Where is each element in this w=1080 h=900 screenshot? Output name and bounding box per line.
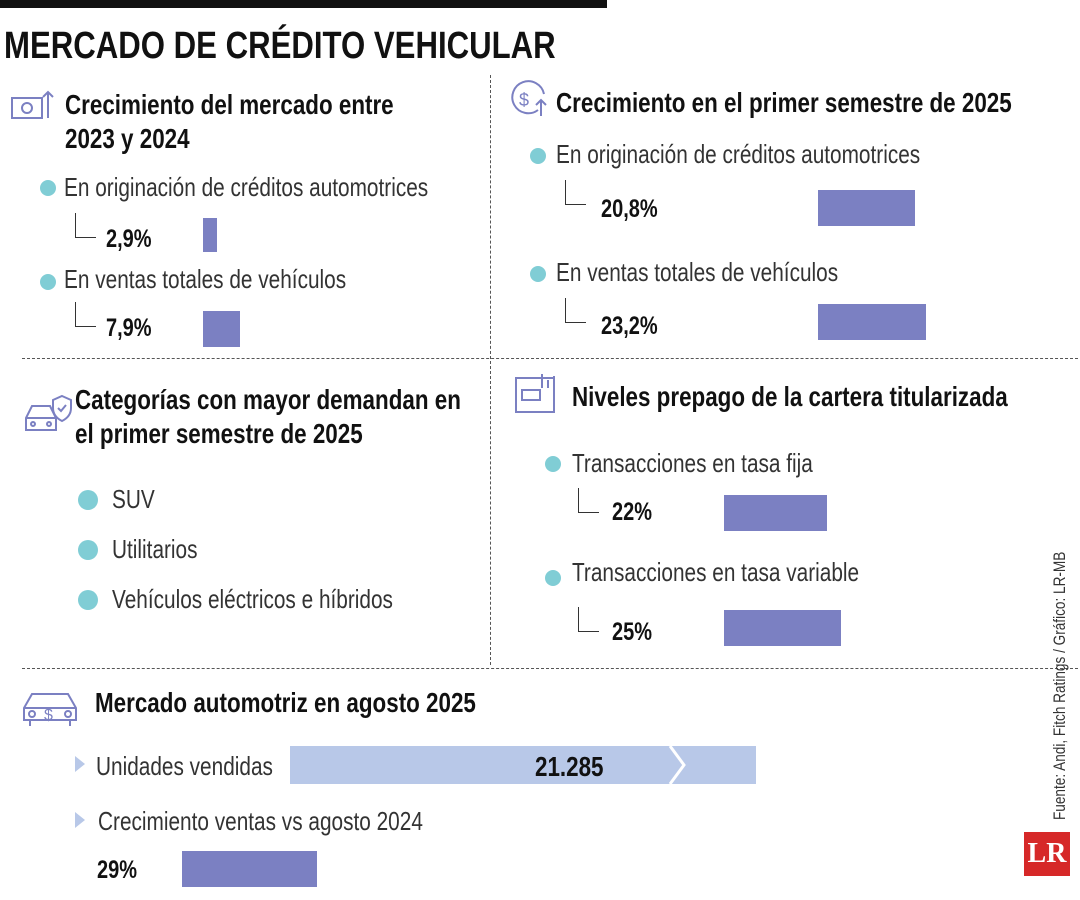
item-value: 2,9% xyxy=(106,225,152,253)
bar xyxy=(724,610,841,646)
bullet xyxy=(78,540,98,560)
item-label: Transacciones en tasa variable xyxy=(572,557,860,587)
icon-dollar: $ xyxy=(511,80,547,116)
section-heading: Crecimiento en el primer semestre de 202… xyxy=(556,87,1012,118)
section-heading: Mercado automotriz en agosto 2025 xyxy=(95,687,476,718)
divider xyxy=(22,358,1078,359)
bar xyxy=(818,304,927,340)
icon-money xyxy=(11,90,54,119)
bar xyxy=(203,311,240,347)
item-value: 25% xyxy=(612,618,653,646)
item-label: En originación de créditos automotrices xyxy=(64,172,429,202)
section-heading: Niveles prepago de la cartera titulariza… xyxy=(572,381,1008,412)
item-value: 20,8% xyxy=(601,195,658,223)
svg-text:$: $ xyxy=(519,90,529,110)
bullet xyxy=(75,812,85,828)
bar xyxy=(724,495,827,531)
connector xyxy=(578,488,599,513)
icon-document xyxy=(515,374,555,413)
category: Utilitarios xyxy=(112,534,198,564)
bar xyxy=(203,218,217,252)
item-label: En ventas totales de vehículos xyxy=(556,257,839,287)
item-value: 7,9% xyxy=(106,314,152,342)
category: Vehículos eléctricos e híbridos xyxy=(112,584,393,614)
category: SUV xyxy=(112,484,155,514)
title: MERCADO DE CRÉDITO VEHICULAR xyxy=(4,25,556,67)
bullet xyxy=(78,490,98,510)
bullet xyxy=(78,590,98,610)
top-rule xyxy=(0,0,607,8)
svg-text:$: $ xyxy=(44,707,53,724)
divider xyxy=(490,75,491,665)
bullet xyxy=(530,266,546,282)
bar xyxy=(818,190,915,226)
section-heading: Categorías con mayor demandan en el prim… xyxy=(75,384,461,449)
connector xyxy=(565,298,586,323)
bullet xyxy=(545,570,561,586)
item-value: 29% xyxy=(97,856,138,884)
divider xyxy=(22,668,1078,669)
item-label: En ventas totales de vehículos xyxy=(64,264,347,294)
logo: LR xyxy=(1024,832,1070,876)
source: Fuente: Andi, Fitch Ratings / Gráfico: L… xyxy=(1050,485,1070,820)
section-heading: Crecimiento del mercado entre 2023 y 202… xyxy=(65,89,394,154)
item-value: 21.285 xyxy=(535,751,604,782)
item-label: Transacciones en tasa fija xyxy=(572,448,813,478)
item-value: 22% xyxy=(612,498,653,526)
bullet xyxy=(40,180,56,196)
icon-car-dollar: $ xyxy=(23,693,77,726)
source-text: Fuente: Andi, Fitch Ratings / Gráfico: L… xyxy=(1050,551,1069,820)
item-value: 23,2% xyxy=(601,312,658,340)
connector xyxy=(565,180,586,205)
bullet xyxy=(40,274,56,290)
bullet xyxy=(75,756,85,772)
icon-car-shield xyxy=(25,394,72,431)
bullet xyxy=(545,456,561,472)
item-label: En originación de créditos automotrices xyxy=(556,139,921,169)
value-banner xyxy=(290,746,756,784)
bar xyxy=(182,851,318,887)
item-label: Crecimiento ventas vs agosto 2024 xyxy=(98,806,423,836)
bullet xyxy=(530,148,546,164)
connector xyxy=(75,302,96,327)
item-label: Unidades vendidas xyxy=(96,751,273,781)
connector xyxy=(75,213,96,238)
connector xyxy=(578,607,599,632)
